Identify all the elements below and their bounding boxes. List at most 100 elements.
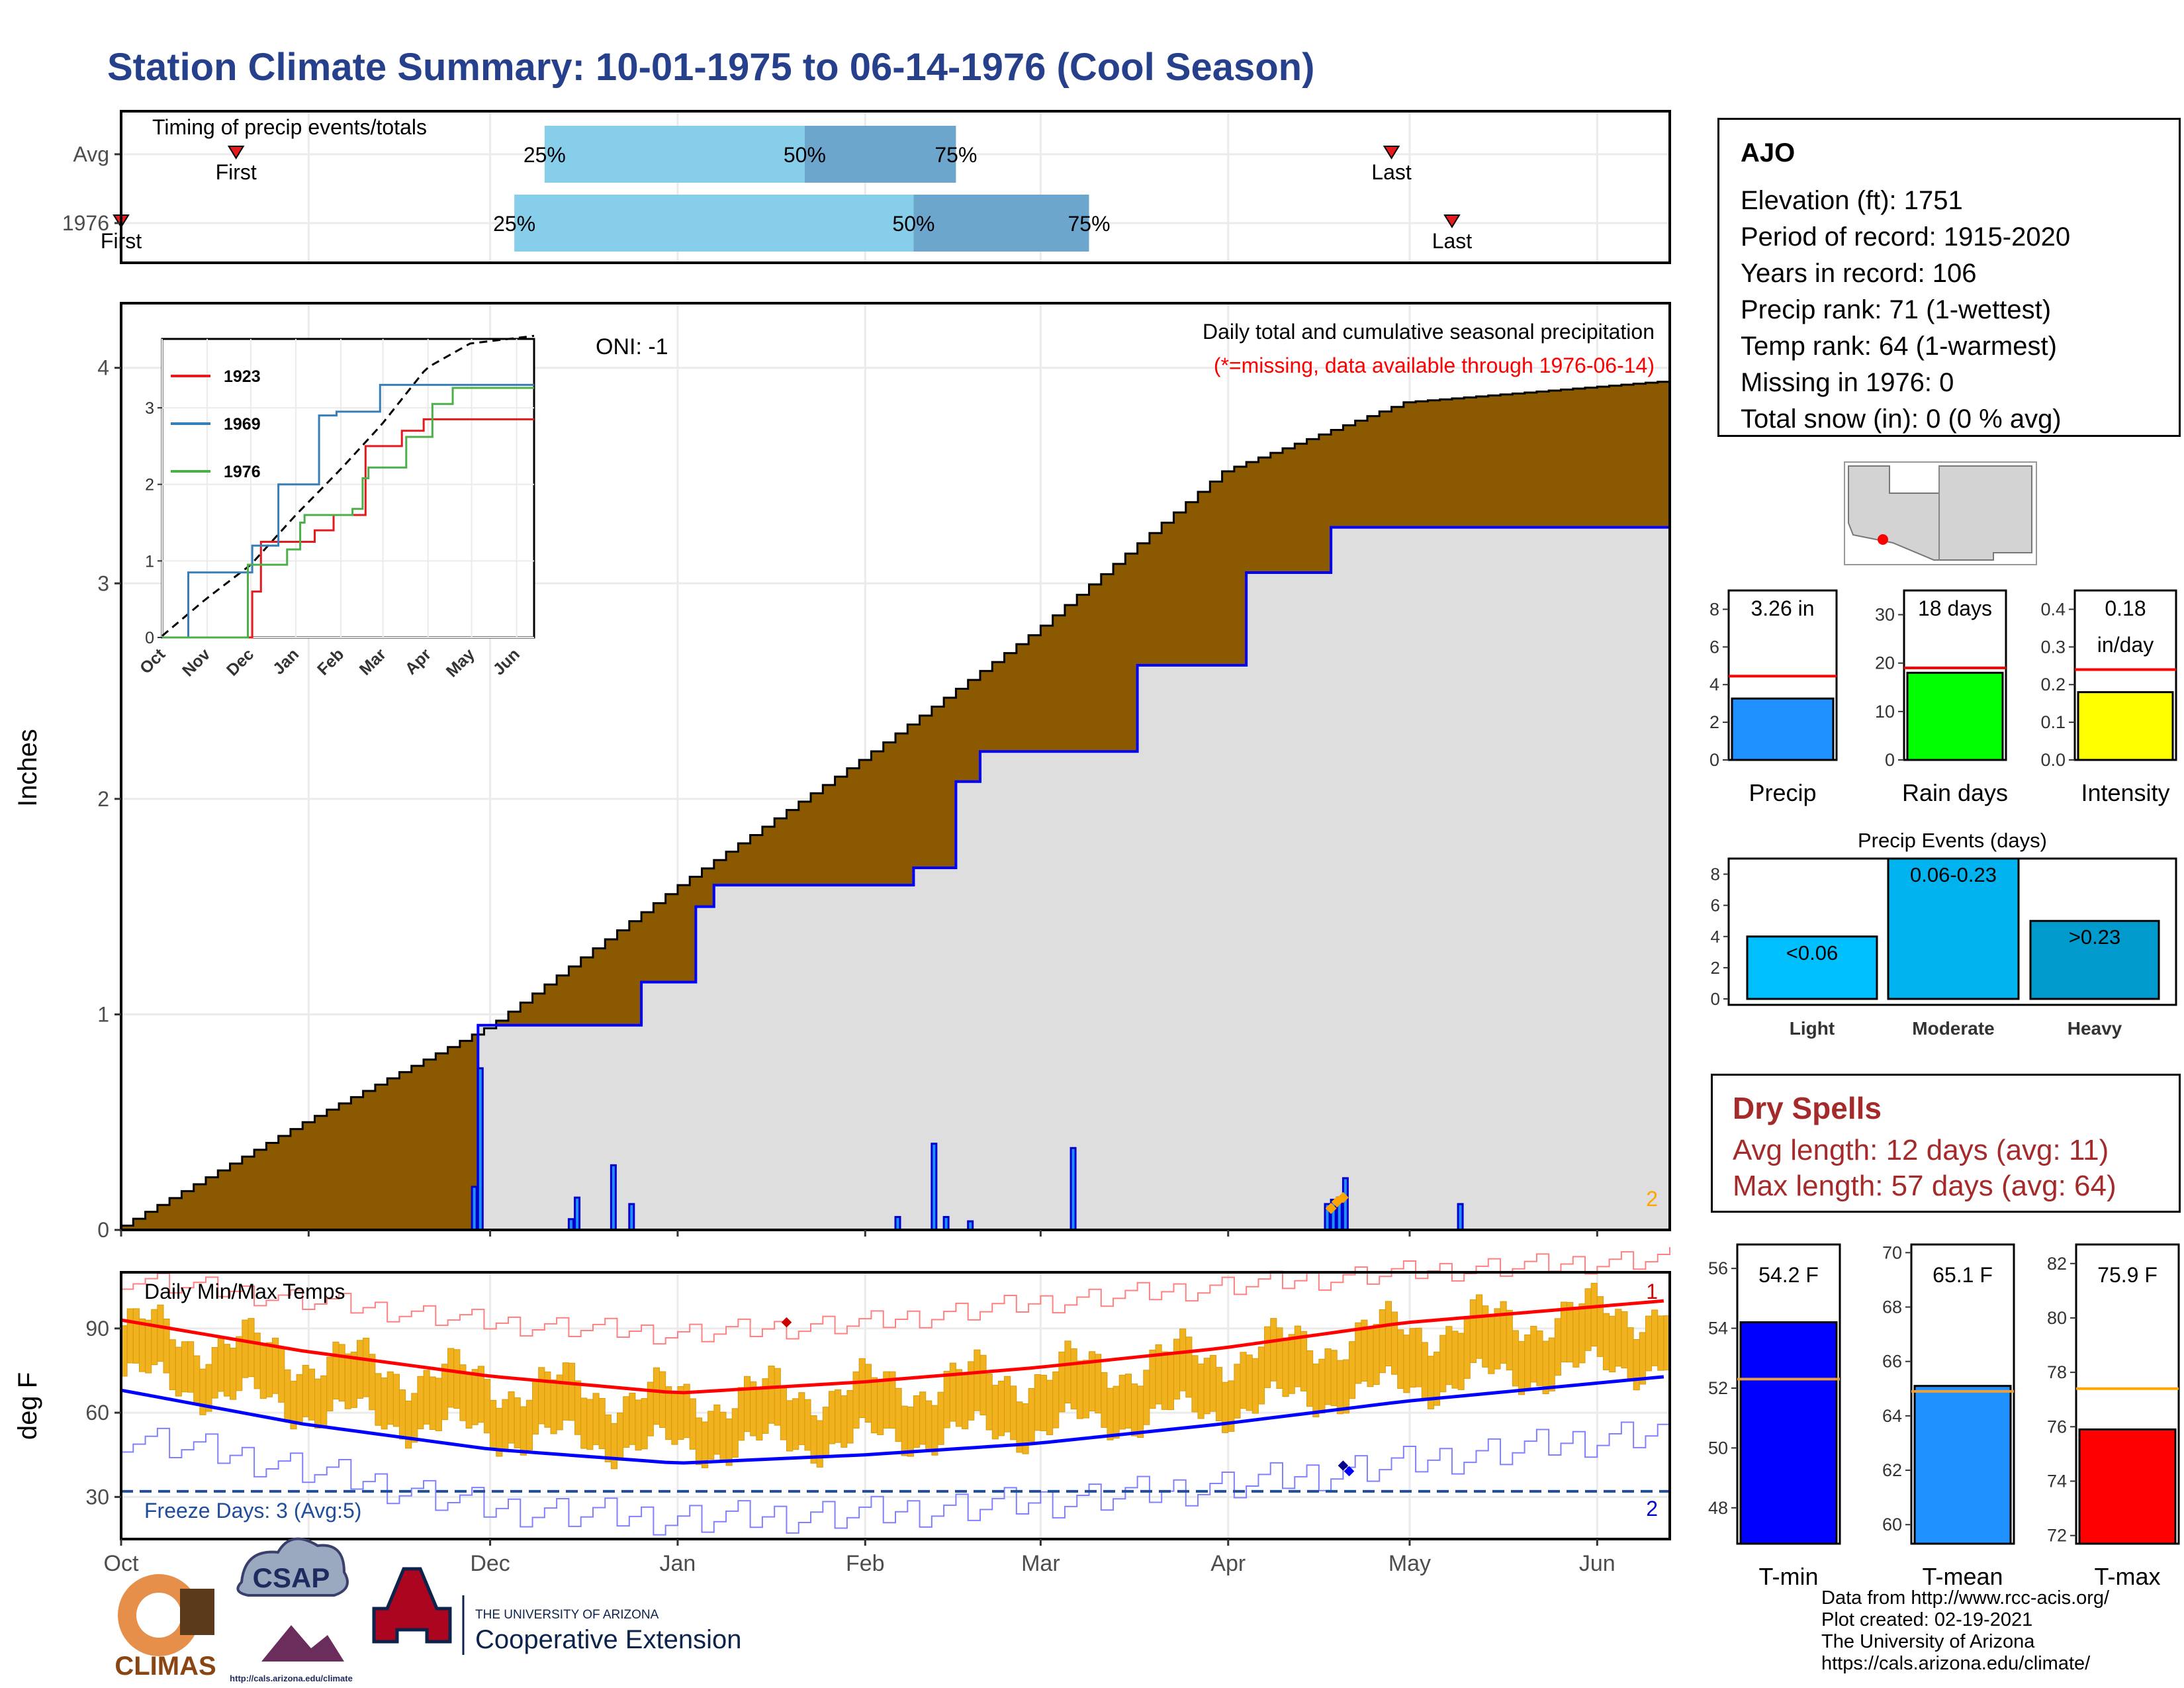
- ua-logo-small-text: THE UNIVERSITY OF ARIZONA: [475, 1608, 659, 1622]
- daily-temp-bar: [804, 1399, 811, 1451]
- daily-temp-bar: [398, 1389, 406, 1440]
- daily-temp-bar: [1264, 1326, 1271, 1388]
- daily-precip-bar: [894, 1215, 901, 1231]
- station-period: Period of record: 1915-2020: [1741, 222, 2071, 252]
- precip-mini-ytick-label: 4: [1709, 675, 1719, 694]
- daily-temp-bar: [870, 1377, 878, 1434]
- daily-temp-bar: [1336, 1360, 1343, 1415]
- tmax-bar-ytick-label: 80: [2047, 1308, 2067, 1328]
- daily-precip-bar: [610, 1164, 617, 1231]
- daily-temp-bar: [525, 1399, 533, 1450]
- daily-temp-bar: [1639, 1332, 1646, 1385]
- raindays-mini-bar: [1906, 671, 2004, 761]
- daily-temp-bar: [671, 1392, 678, 1445]
- daily-temp-bar: [1451, 1331, 1459, 1389]
- climas-logo-inner: [136, 1593, 181, 1638]
- daily-temp-bar: [538, 1367, 545, 1425]
- daily-temp-bar: [1379, 1309, 1386, 1374]
- daily-temp-bar: [1185, 1336, 1193, 1398]
- daily-temp-bar: [1324, 1348, 1332, 1405]
- record-low-count: 2: [1646, 1497, 1658, 1521]
- station-snow: Total snow (in): 0 (0 % avg): [1741, 404, 2062, 434]
- daily-temp-bar: [1330, 1350, 1338, 1407]
- timing-row-label: 1976: [62, 211, 109, 235]
- daily-temp-bar: [774, 1368, 781, 1426]
- precip-ytick-label: 1: [97, 1002, 109, 1026]
- daily-temp-bar: [1476, 1294, 1483, 1359]
- intensity-mini-ytick-label: 0.1: [2040, 712, 2066, 732]
- daily-temp-bar: [187, 1341, 195, 1393]
- credit-line: Plot created: 02-19-2021: [1821, 1609, 2033, 1630]
- daily-temp-bar: [822, 1407, 829, 1457]
- daily-temp-bar: [1530, 1325, 1537, 1383]
- precip-event-category: Moderate: [1912, 1018, 1994, 1039]
- daily-temp-bar: [1427, 1356, 1435, 1409]
- daily-temp-bar: [841, 1395, 848, 1448]
- daily-temp-bar: [835, 1389, 842, 1443]
- daily-temp-bar: [695, 1417, 702, 1466]
- daily-temp-bar: [429, 1376, 436, 1430]
- inset-series-1976: [162, 387, 534, 639]
- daily-temp-bar: [175, 1346, 182, 1397]
- precip-event-bar: [1887, 857, 2020, 1000]
- daily-temp-bar: [629, 1392, 636, 1445]
- daily-temp-bar: [217, 1338, 224, 1392]
- daily-temp-bar: [768, 1366, 775, 1424]
- station-name: AJO: [1741, 138, 1796, 167]
- daily-temp-bar: [363, 1337, 370, 1397]
- daily-temp-bar: [453, 1349, 461, 1409]
- daily-temp-bar: [284, 1369, 291, 1421]
- tmean-bar-ytick-label: 70: [1882, 1243, 1902, 1262]
- daily-temp-bar: [223, 1344, 231, 1397]
- daily-precip-bar: [931, 1143, 938, 1231]
- credit-line: https://cals.arizona.edu/climate/: [1821, 1653, 2091, 1674]
- tmin-bar-name: T-min: [1759, 1563, 1819, 1590]
- precip-event-bar: [2029, 919, 2160, 1000]
- daily-temp-bar: [1312, 1363, 1320, 1418]
- daily-temp-bar: [1240, 1352, 1247, 1409]
- daily-temp-bar: [1536, 1330, 1543, 1386]
- daily-temp-bar: [1463, 1319, 1471, 1379]
- tmean-bar-bar: [1913, 1385, 2012, 1545]
- tmax-bar-ytick-label: 78: [2047, 1362, 2067, 1382]
- timing-panel-title: Timing of precip events/totals: [152, 115, 427, 139]
- tmean-bar-ytick-label: 62: [1882, 1460, 1902, 1480]
- daily-temp-bar: [447, 1348, 455, 1408]
- daily-temp-bar: [1076, 1360, 1083, 1419]
- tmean-bar-name: T-mean: [1922, 1563, 2003, 1590]
- precip-events-ytick-label: 8: [1711, 865, 1720, 884]
- daily-temp-bar: [417, 1376, 424, 1430]
- daily-temp-bar: [1052, 1371, 1060, 1429]
- raindays-mini-value-label: 18 days: [1918, 596, 1992, 620]
- record-high-marker: [781, 1317, 792, 1328]
- daily-temp-bar: [265, 1342, 273, 1397]
- last-event-marker: [1383, 146, 1400, 160]
- daily-temp-bar: [126, 1308, 134, 1364]
- tmax-bar-name: T-max: [2094, 1563, 2160, 1590]
- daily-temp-bar: [205, 1364, 212, 1412]
- tmin-bar-ytick-label: 54: [1708, 1319, 1728, 1338]
- month-tick-label: Feb: [846, 1551, 885, 1576]
- snow-marker: [1337, 1192, 1349, 1203]
- precip-y-axis-title: Inches: [13, 729, 42, 807]
- timing-label-75: 75%: [934, 143, 977, 167]
- missing-note: (*=missing, data available through 1976-…: [1214, 353, 1655, 377]
- precip-event-value: >0.23: [2069, 925, 2120, 949]
- daily-temp-bar: [1095, 1354, 1102, 1414]
- inset-ytick-label: 1: [145, 552, 154, 571]
- daily-temp-bar: [550, 1379, 557, 1434]
- daily-temp-bar: [1209, 1354, 1216, 1412]
- daily-temp-bar: [707, 1411, 715, 1460]
- precip-ytick-label: 4: [97, 356, 109, 380]
- last-event-label: Last: [1432, 229, 1473, 253]
- daily-temp-bar: [1058, 1351, 1066, 1413]
- intensity-mini-value-label: 0.18: [2105, 596, 2146, 620]
- daily-temp-bar: [1191, 1355, 1199, 1413]
- daily-temp-bar: [435, 1378, 442, 1431]
- daily-temp-bar: [895, 1387, 902, 1442]
- daily-temp-bar: [1215, 1367, 1223, 1422]
- daily-temp-bar: [617, 1412, 624, 1461]
- timing-label-25: 25%: [493, 212, 535, 236]
- tmean-bar-ytick-label: 68: [1882, 1297, 1902, 1317]
- precip-event-category: Light: [1790, 1018, 1835, 1039]
